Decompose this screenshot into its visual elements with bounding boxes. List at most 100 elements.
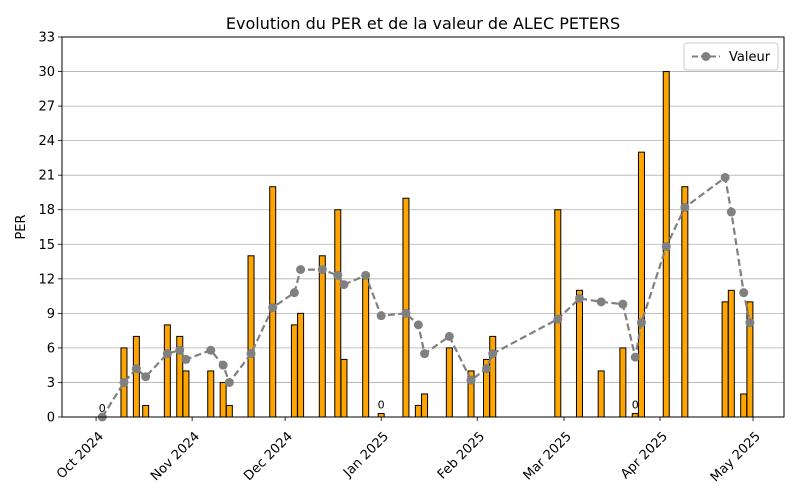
bar	[207, 370, 215, 418]
y-axis-label: PER	[14, 214, 29, 239]
x-tick-label: Feb 2025	[435, 429, 488, 482]
valeur-point	[720, 172, 730, 182]
y-tick-label: 24	[38, 134, 55, 149]
bar	[681, 186, 689, 418]
bar	[334, 209, 342, 418]
y-tick-label: 12	[38, 272, 55, 287]
chart-title: Evolution du PER et de la valeur de ALEC…	[226, 14, 620, 33]
bar	[377, 413, 385, 418]
valeur-point	[131, 364, 141, 374]
valeur-point	[466, 375, 476, 385]
bar	[132, 335, 140, 418]
bar	[219, 381, 227, 418]
x-tick-label: Jan 2025	[340, 429, 392, 481]
bar	[631, 413, 639, 418]
bar	[414, 404, 422, 418]
valeur-point	[618, 299, 628, 309]
valeur-point	[630, 352, 640, 362]
bar	[297, 312, 305, 418]
valeur-point	[317, 265, 327, 275]
y-tick-label: 33	[38, 31, 55, 46]
valeur-point	[206, 345, 216, 355]
y-tick-label: 18	[38, 203, 55, 218]
valeur-point	[224, 377, 234, 387]
valeur-point	[162, 349, 172, 359]
y-tick-label: 9	[47, 307, 55, 322]
y-tick-label: 30	[38, 65, 55, 80]
axes-layer: 0 3 6 9 12 15 18 21 24 27 30 33 Oct 2024 Nov 2024 Dec …	[38, 31, 785, 485]
valeur-point	[333, 270, 343, 280]
bar	[362, 278, 370, 418]
valeur-point	[553, 314, 563, 324]
valeur-point	[661, 242, 671, 252]
bar	[727, 289, 735, 418]
valeur-point	[726, 207, 736, 217]
legend-box	[683, 42, 779, 71]
valeur-line	[101, 175, 751, 418]
valeur-point	[745, 318, 755, 328]
valeur-point	[488, 349, 498, 359]
y-tick-label: 6	[47, 341, 55, 356]
bar	[182, 370, 190, 418]
valeur-point	[636, 318, 646, 328]
bar	[637, 151, 645, 418]
valeur-point	[339, 280, 349, 290]
bar	[163, 324, 171, 418]
x-tick-label: Nov 2024	[148, 429, 203, 484]
bar	[318, 255, 326, 418]
valeur-point	[181, 354, 191, 364]
x-tick-label: Dec 2024	[241, 429, 296, 484]
bar	[575, 289, 583, 418]
valeur-point	[574, 293, 584, 303]
valeur-point	[413, 320, 423, 330]
valeur-point	[680, 202, 690, 212]
y-tick-label: 15	[38, 238, 55, 253]
bar-value-label: 0	[378, 399, 385, 412]
valeur-point	[420, 349, 430, 359]
valeur-point	[218, 360, 228, 370]
valeur-point	[361, 270, 371, 280]
bar	[597, 370, 605, 418]
valeur-point	[596, 297, 606, 307]
bar	[421, 393, 429, 418]
bar	[619, 347, 627, 418]
bar	[269, 186, 277, 418]
bar	[290, 324, 298, 418]
bar	[554, 209, 562, 418]
bar	[445, 347, 453, 418]
bar	[247, 255, 255, 418]
bar	[340, 358, 348, 418]
y-tick-label: 0	[47, 411, 55, 426]
x-tick-label: Oct 2024	[54, 429, 107, 482]
bar	[489, 335, 497, 418]
legend-marker	[701, 52, 711, 61]
bar	[402, 197, 410, 418]
bar	[142, 404, 150, 418]
valeur-point	[739, 288, 749, 298]
bar	[740, 393, 748, 418]
valeur-point	[401, 308, 411, 318]
bar	[721, 301, 729, 418]
valeur-point	[289, 288, 299, 298]
x-tick-label: May 2025	[708, 429, 764, 485]
y-tick-label: 3	[47, 376, 55, 391]
valeur-point	[296, 265, 306, 275]
y-tick-label: 27	[38, 100, 55, 115]
bar-value-label: 0	[99, 402, 106, 415]
bar	[225, 404, 233, 418]
valeur-point	[376, 311, 386, 321]
legend-label-valeur: Valeur	[729, 50, 771, 65]
valeur-point	[246, 349, 256, 359]
valeur-point	[268, 303, 278, 313]
valeur-point	[119, 377, 129, 387]
line-layer	[97, 172, 755, 422]
bar-value-label: 0	[632, 399, 639, 412]
x-tick-label: Mar 2025	[521, 429, 575, 483]
valeur-point	[482, 364, 492, 374]
y-tick-label: 21	[38, 169, 55, 184]
valeur-point	[444, 331, 454, 341]
legend: Valeur	[683, 42, 779, 71]
x-tick-label: Apr 2025	[618, 429, 671, 482]
